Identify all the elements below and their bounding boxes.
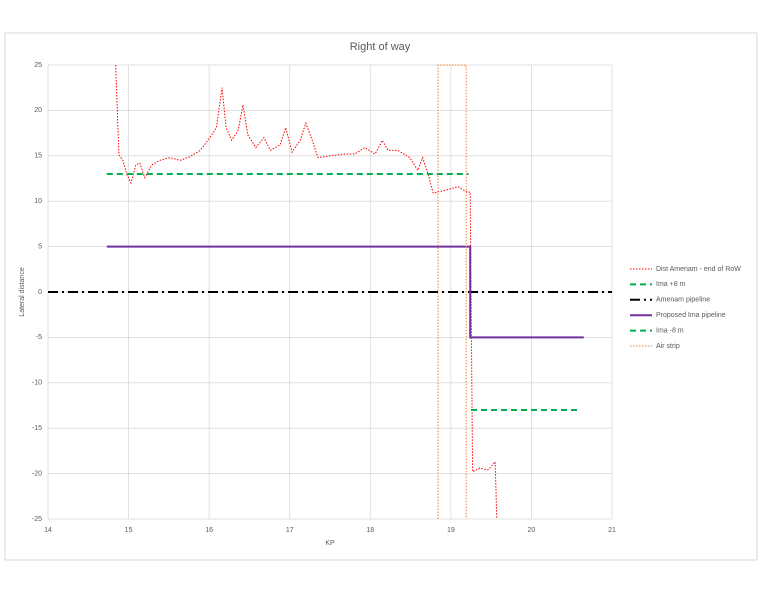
series-line bbox=[106, 245, 584, 339]
y-tick-label: 15 bbox=[34, 153, 42, 160]
legend-label: Dist Amenam - end of RoW bbox=[656, 266, 741, 273]
y-tick-label: -5 bbox=[36, 334, 42, 341]
x-tick-label: 20 bbox=[528, 527, 536, 534]
legend-label: Ima +8 m bbox=[656, 281, 686, 288]
x-tick-label: 14 bbox=[44, 527, 52, 534]
series-line bbox=[437, 64, 467, 519]
x-tick-label: 15 bbox=[125, 527, 133, 534]
y-tick-label: -20 bbox=[32, 470, 42, 477]
y-tick-label: 20 bbox=[34, 107, 42, 114]
y-tick-label: 25 bbox=[34, 62, 42, 69]
y-tick-label: -10 bbox=[32, 380, 42, 387]
x-tick-label: 18 bbox=[366, 527, 374, 534]
y-tick-label: 0 bbox=[38, 289, 42, 296]
y-axis-label: Lateral distance bbox=[19, 267, 26, 317]
y-tick-label: -25 bbox=[32, 516, 42, 523]
y-tick-label: 10 bbox=[34, 198, 42, 205]
chart-title: Right of way bbox=[350, 41, 411, 53]
chart-frame bbox=[4, 32, 758, 561]
x-axis-label: KP bbox=[325, 540, 335, 547]
x-tick-label: 17 bbox=[286, 527, 294, 534]
legend-label: Air strip bbox=[656, 343, 680, 350]
x-tick-label: 21 bbox=[608, 527, 616, 534]
x-tick-label: 16 bbox=[205, 527, 213, 534]
y-tick-label: -15 bbox=[32, 425, 42, 432]
legend-label: Amenam pipeline bbox=[656, 297, 710, 304]
legend-label: Proposed Ima pipeline bbox=[656, 312, 726, 319]
y-tick-label: 5 bbox=[38, 243, 42, 250]
legend-label: Ima -8 m bbox=[656, 327, 684, 334]
x-tick-label: 19 bbox=[447, 527, 455, 534]
series-line bbox=[115, 64, 498, 520]
